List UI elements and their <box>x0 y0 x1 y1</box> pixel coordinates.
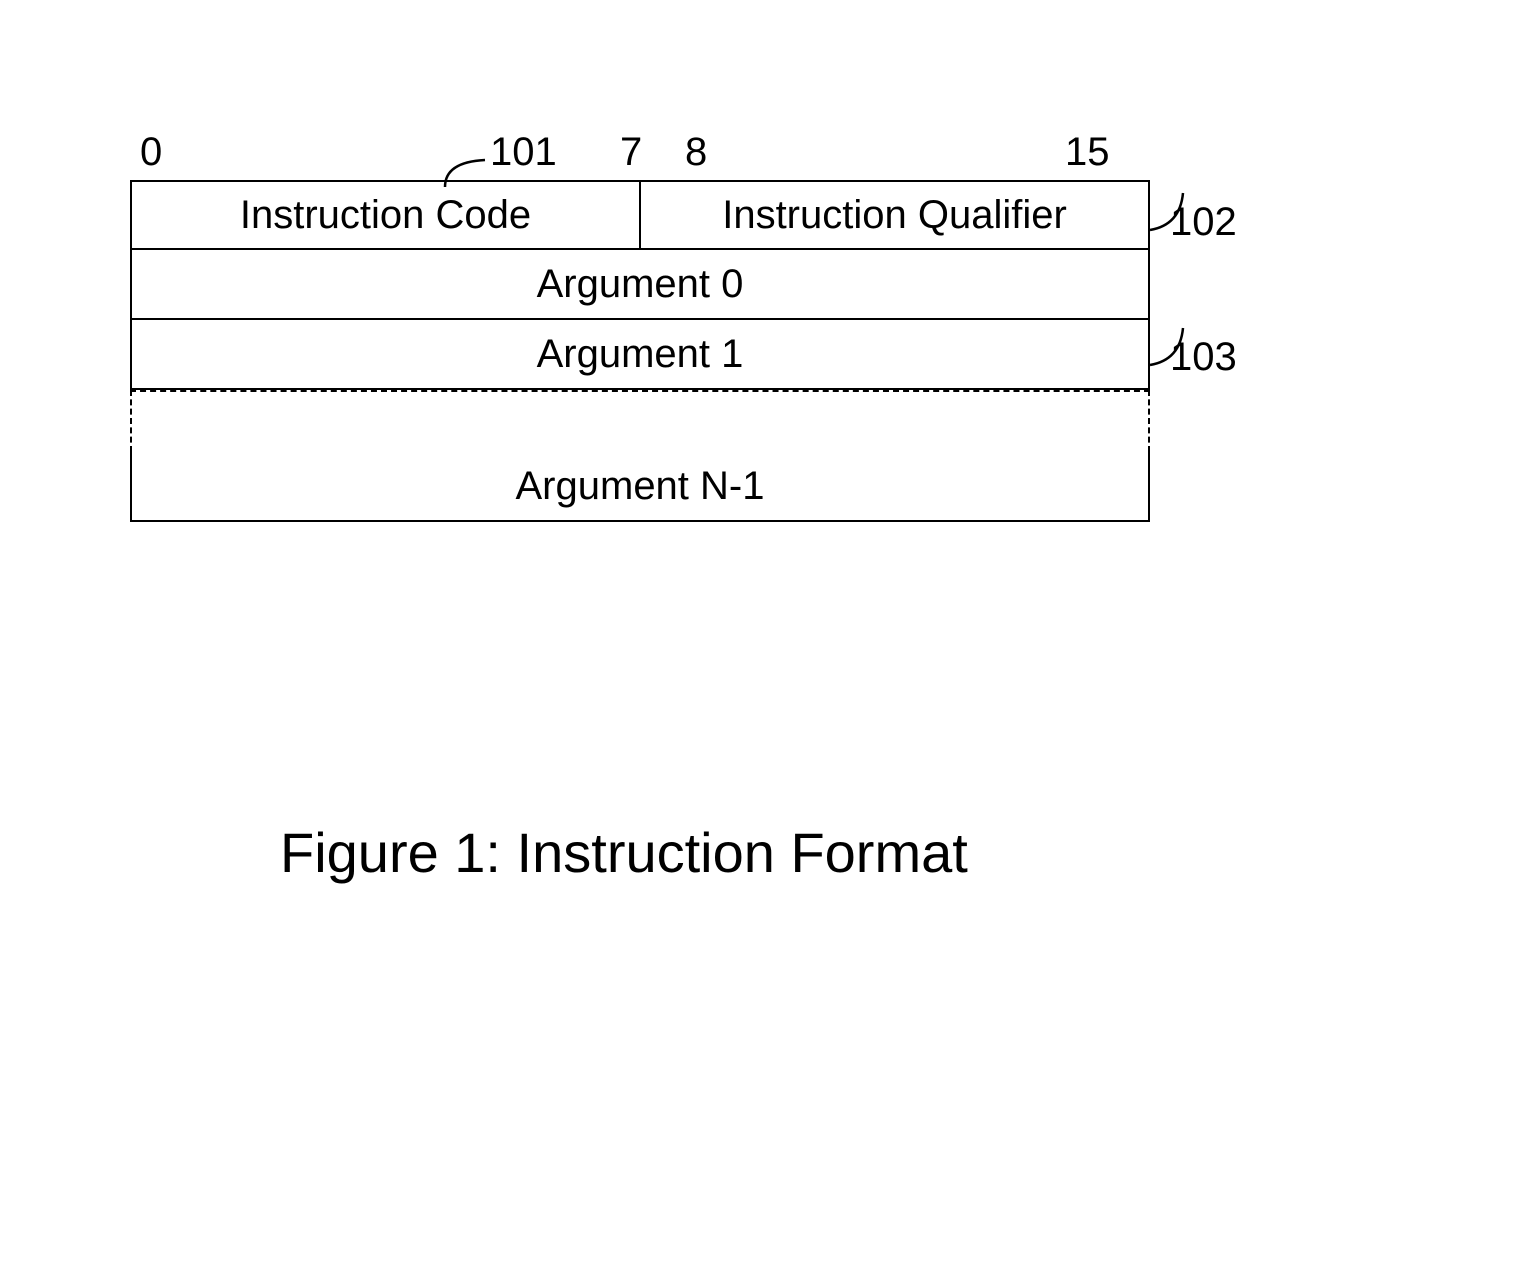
callout-102: 102 <box>1170 200 1237 245</box>
bit-label-15: 15 <box>1065 130 1110 175</box>
callout-101: 101 <box>490 130 557 175</box>
callout-103: 103 <box>1170 335 1237 380</box>
argument-gap-row <box>130 390 1150 452</box>
header-row: Instruction Code Instruction Qualifier <box>130 180 1150 250</box>
instruction-qualifier-cell: Instruction Qualifier <box>641 182 1148 248</box>
bit-labels-row: 0 7 8 15 <box>130 130 1150 180</box>
diagram-container: 0 7 8 15 Instruction Code Instruction Qu… <box>130 130 1150 522</box>
argument-1-row: Argument 1 <box>130 320 1150 390</box>
instruction-table: Instruction Code Instruction Qualifier A… <box>130 180 1150 522</box>
bit-label-8: 8 <box>685 130 707 175</box>
argument-n-1-row: Argument N-1 <box>130 452 1150 522</box>
bit-label-0: 0 <box>140 130 162 175</box>
bit-label-7: 7 <box>620 130 642 175</box>
instruction-code-cell: Instruction Code <box>132 182 641 248</box>
figure-caption: Figure 1: Instruction Format <box>280 820 968 885</box>
argument-0-row: Argument 0 <box>130 250 1150 320</box>
